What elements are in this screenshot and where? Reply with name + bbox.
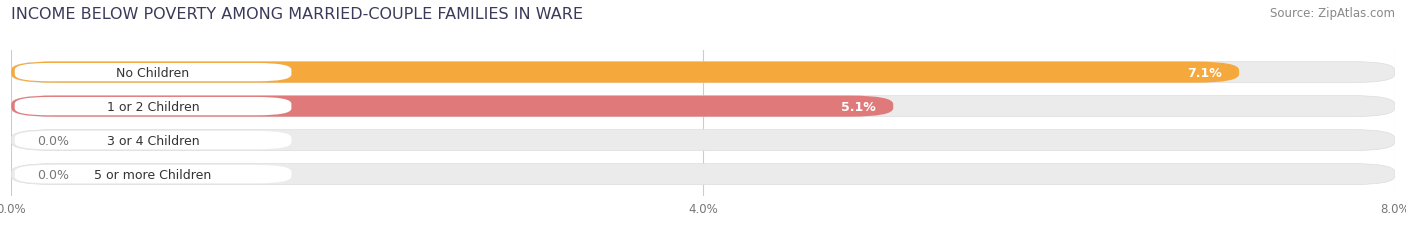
- FancyBboxPatch shape: [14, 131, 291, 150]
- Text: Source: ZipAtlas.com: Source: ZipAtlas.com: [1270, 7, 1395, 20]
- FancyBboxPatch shape: [14, 97, 291, 116]
- Text: 5 or more Children: 5 or more Children: [94, 168, 212, 181]
- FancyBboxPatch shape: [11, 62, 1239, 83]
- Text: INCOME BELOW POVERTY AMONG MARRIED-COUPLE FAMILIES IN WARE: INCOME BELOW POVERTY AMONG MARRIED-COUPL…: [11, 7, 583, 22]
- Text: No Children: No Children: [117, 66, 190, 79]
- Text: 0.0%: 0.0%: [37, 168, 69, 181]
- FancyBboxPatch shape: [11, 62, 1395, 83]
- FancyBboxPatch shape: [11, 96, 893, 117]
- FancyBboxPatch shape: [11, 164, 1395, 185]
- Text: 7.1%: 7.1%: [1187, 66, 1222, 79]
- Text: 5.1%: 5.1%: [841, 100, 876, 113]
- FancyBboxPatch shape: [14, 64, 291, 82]
- Text: 3 or 4 Children: 3 or 4 Children: [107, 134, 200, 147]
- FancyBboxPatch shape: [14, 165, 291, 183]
- Text: 0.0%: 0.0%: [37, 134, 69, 147]
- FancyBboxPatch shape: [11, 96, 1395, 117]
- Text: 1 or 2 Children: 1 or 2 Children: [107, 100, 200, 113]
- FancyBboxPatch shape: [11, 130, 1395, 151]
